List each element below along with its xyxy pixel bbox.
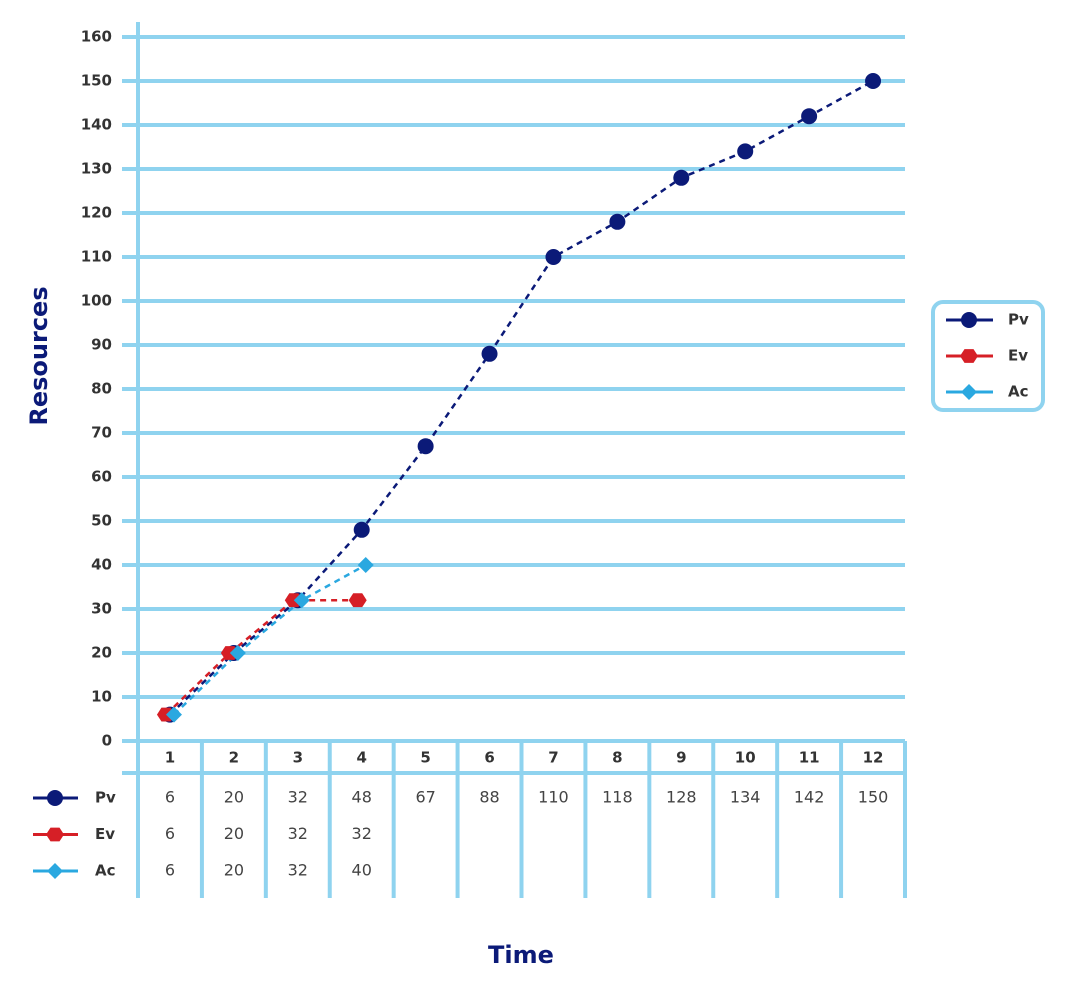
x-tick-label: 11 bbox=[799, 749, 820, 767]
table-cell: 20 bbox=[224, 788, 244, 807]
y-tick-label: 90 bbox=[91, 336, 112, 354]
table-cell: 134 bbox=[730, 788, 761, 807]
y-tick-label: 0 bbox=[102, 732, 112, 750]
legend-label: Pv bbox=[1008, 311, 1029, 329]
y-tick-label: 110 bbox=[81, 248, 112, 266]
y-tick-label: 100 bbox=[81, 292, 112, 310]
x-tick-label: 2 bbox=[229, 749, 239, 767]
point bbox=[961, 312, 977, 328]
x-tick-label: 12 bbox=[863, 749, 884, 767]
table-cell: 48 bbox=[352, 788, 372, 807]
series-line bbox=[173, 563, 367, 716]
point bbox=[348, 593, 367, 608]
point bbox=[417, 438, 434, 455]
y-tick-label: 160 bbox=[81, 28, 112, 46]
x-tick-label: 4 bbox=[356, 749, 366, 767]
y-tick-label: 70 bbox=[91, 424, 112, 442]
x-tick-label: 6 bbox=[484, 749, 494, 767]
table-cell: 32 bbox=[352, 824, 372, 843]
point bbox=[481, 345, 498, 362]
point bbox=[353, 521, 370, 538]
series-line bbox=[165, 598, 358, 716]
point bbox=[737, 143, 754, 160]
y-tick-label: 20 bbox=[91, 644, 112, 662]
table-row-label: Ac bbox=[95, 862, 116, 880]
table-cell: 150 bbox=[858, 788, 889, 807]
legend-label: Ev bbox=[1008, 347, 1028, 365]
table-row-label: Pv bbox=[95, 789, 116, 807]
point bbox=[229, 645, 246, 661]
x-tick-label: 10 bbox=[735, 749, 756, 767]
point bbox=[47, 863, 63, 879]
table-cell: 32 bbox=[288, 788, 308, 807]
table-cell: 128 bbox=[666, 788, 697, 807]
table-cell: 6 bbox=[165, 861, 175, 880]
table-cell: 20 bbox=[224, 824, 244, 843]
x-tick-label: 9 bbox=[676, 749, 686, 767]
legend-label: Ac bbox=[1008, 383, 1029, 401]
y-tick-label: 50 bbox=[91, 512, 112, 530]
y-tick-label: 60 bbox=[91, 468, 112, 486]
table-cell: 32 bbox=[288, 861, 308, 880]
point bbox=[47, 790, 63, 806]
table-cell: 6 bbox=[165, 824, 175, 843]
table-row-label: Ev bbox=[95, 825, 115, 843]
table-cell: 20 bbox=[224, 861, 244, 880]
table-cell: 88 bbox=[479, 788, 499, 807]
point bbox=[46, 827, 64, 842]
point bbox=[865, 73, 882, 89]
table-cell: 118 bbox=[602, 788, 633, 807]
point bbox=[960, 349, 978, 363]
table-cell: 142 bbox=[794, 788, 825, 807]
point bbox=[609, 213, 626, 230]
y-tick-label: 150 bbox=[81, 72, 112, 90]
y-tick-label: 40 bbox=[91, 556, 112, 574]
x-tick-label: 5 bbox=[420, 749, 430, 767]
point bbox=[545, 249, 562, 265]
y-axis-title: Resources bbox=[25, 286, 53, 425]
point bbox=[673, 169, 690, 186]
x-tick-label: 8 bbox=[612, 749, 622, 767]
y-tick-label: 10 bbox=[91, 688, 112, 706]
table-cell: 40 bbox=[352, 861, 372, 880]
y-tick-label: 140 bbox=[81, 116, 112, 134]
table-cell: 110 bbox=[538, 788, 569, 807]
x-axis-title: Time bbox=[488, 941, 554, 969]
y-tick-label: 30 bbox=[91, 600, 112, 618]
point bbox=[357, 557, 374, 573]
y-tick-label: 80 bbox=[91, 380, 112, 398]
point bbox=[293, 592, 310, 609]
table-cell: 67 bbox=[415, 788, 435, 807]
series-line bbox=[169, 79, 874, 716]
x-tick-label: 1 bbox=[165, 749, 175, 767]
point bbox=[801, 108, 818, 125]
table-cell: 32 bbox=[288, 824, 308, 843]
y-tick-label: 130 bbox=[81, 160, 112, 178]
table-cell: 6 bbox=[165, 788, 175, 807]
point bbox=[165, 706, 182, 723]
x-tick-label: 3 bbox=[293, 749, 303, 767]
point bbox=[961, 384, 977, 400]
x-tick-label: 7 bbox=[548, 749, 558, 767]
y-tick-label: 120 bbox=[81, 204, 112, 222]
